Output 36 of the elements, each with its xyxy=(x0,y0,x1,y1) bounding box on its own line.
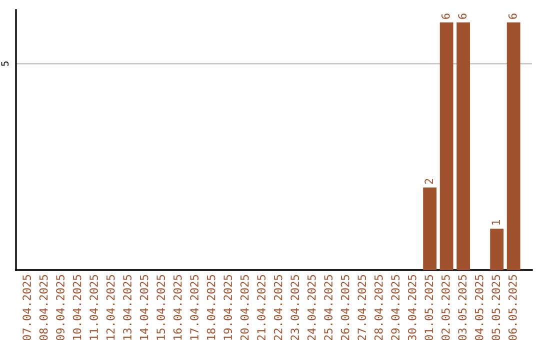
x-tick-label: 07.04.2025 xyxy=(22,275,31,340)
x-tick-label: 26.04.2025 xyxy=(340,275,350,340)
data-label: 6 xyxy=(508,14,517,19)
x-tick-label: 27.04.2025 xyxy=(358,275,366,340)
x-tick-label: 06.05.2025 xyxy=(508,275,517,340)
x-tick-label: 22.04.2025 xyxy=(274,275,282,340)
ref-line-label: 5 xyxy=(1,62,9,66)
x-tick-label: 05.05.2025 xyxy=(492,275,500,340)
x-tick-label: 23.04.2025 xyxy=(290,275,300,340)
x-tick-label: 17.04.2025 xyxy=(190,275,199,340)
x-tick-label: 14.04.2025 xyxy=(140,275,148,340)
x-tick-label: 24.04.2025 xyxy=(307,275,316,340)
x-tick-label: 08.04.2025 xyxy=(39,275,48,340)
data-label: 6 xyxy=(441,14,450,19)
x-tick-label: 01.05.2025 xyxy=(424,275,434,340)
x-tick-label: 13.04.2025 xyxy=(123,275,132,340)
x-tick-label: 21.04.2025 xyxy=(257,275,266,340)
data-label: 6 xyxy=(458,14,467,19)
x-tick-label: 16.04.2025 xyxy=(173,275,182,340)
x-tick-label: 20.04.2025 xyxy=(240,275,249,340)
x-tick-label: 15.04.2025 xyxy=(156,275,166,340)
x-tick-label: 11.04.2025 xyxy=(90,275,98,340)
x-tick-label: 04.05.2025 xyxy=(474,275,484,340)
data-label: 2 xyxy=(424,178,433,184)
x-tick-label: 12.04.2025 xyxy=(106,275,115,340)
x-tick-label: 28.04.2025 xyxy=(374,275,383,340)
x-tick-label: 29.04.2025 xyxy=(391,275,400,340)
x-tick-label: 10.04.2025 xyxy=(72,275,82,340)
x-tick-label: 18.04.2025 xyxy=(206,275,216,340)
x-tick-label: 19.04.2025 xyxy=(224,275,232,340)
x-tick-label: 03.05.2025 xyxy=(458,275,467,340)
x-tick-label: 30.04.2025 xyxy=(408,275,416,340)
x-tick-label: 09.04.2025 xyxy=(56,275,64,340)
x-tick-label: 02.05.2025 xyxy=(441,275,450,340)
x-tick-label: 25.04.2025 xyxy=(324,275,333,340)
data-label: 1 xyxy=(492,220,500,225)
